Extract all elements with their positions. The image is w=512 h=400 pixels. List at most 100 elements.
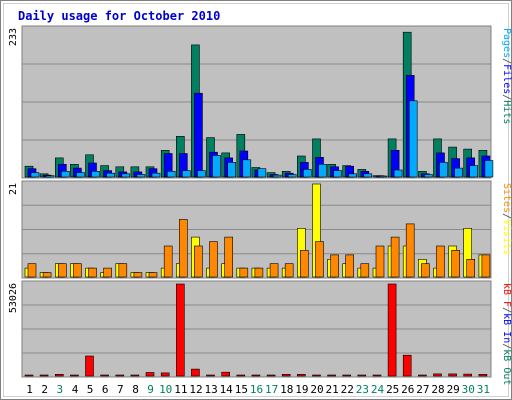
axis-title-part: / (501, 213, 512, 219)
bar-pages-day-7 (121, 173, 131, 178)
axis-title: Sites/Visits (501, 183, 512, 255)
axis-title-part: Visits (501, 219, 512, 255)
bar-kb-f-day-4 (70, 374, 79, 377)
bar-sites-day-26 (405, 223, 415, 278)
y-max-label: 53026 (8, 283, 19, 313)
bar-kb-f-day-14 (221, 371, 230, 377)
axis-title-part: kB F (501, 283, 512, 307)
inner-border (3, 3, 509, 397)
bar-sites-day-28 (436, 245, 445, 278)
bar-pages-day-30 (469, 165, 479, 178)
bar-sites-day-11 (179, 219, 188, 278)
bar-pages-day-28 (439, 162, 448, 178)
axis-title-part: / (501, 58, 512, 64)
bar-sites-day-7 (118, 263, 128, 278)
bar-pages-day-3 (60, 171, 70, 178)
bar-kb-f-day-13 (206, 374, 215, 377)
bar-sites-day-13 (209, 241, 218, 278)
bar-kb-f-day-5 (85, 355, 94, 377)
bar-kb-f-day-10 (160, 372, 170, 377)
day-label-22: 22 (341, 383, 354, 396)
day-label-26: 26 (401, 383, 414, 396)
day-label-28: 28 (431, 383, 444, 396)
day-label-12: 12 (189, 383, 202, 396)
day-label-21: 21 (325, 383, 338, 396)
bar-pages-day-1 (30, 172, 40, 178)
day-label-5: 5 (87, 383, 94, 396)
bar-kb-f-day-29 (448, 373, 457, 377)
day-label-3: 3 (56, 383, 63, 396)
day-label-10: 10 (159, 383, 172, 396)
bar-sites-day-29 (451, 250, 460, 278)
bar-pages-day-20 (318, 164, 327, 178)
bar-sites-day-22 (345, 254, 355, 278)
day-label-19: 19 (295, 383, 308, 396)
panel-2: 21 Sites/Visits (8, 180, 512, 279)
bar-sites-day-15 (239, 267, 249, 278)
day-label-18: 18 (280, 383, 293, 396)
day-label-1: 1 (26, 383, 33, 396)
bar-kb-f-day-6 (100, 374, 109, 377)
bar-kb-f-day-24 (372, 374, 382, 377)
bar-sites-day-12 (194, 245, 203, 278)
axis-title-part: Files (501, 64, 512, 94)
day-label-6: 6 (102, 383, 109, 396)
bar-sites-day-19 (299, 250, 309, 278)
bar-pages-day-10 (166, 171, 176, 178)
bar-sites-day-1 (27, 263, 37, 278)
bar-sites-day-16 (254, 267, 264, 278)
bar-sites-day-5 (88, 267, 97, 278)
bar-pages-day-22 (348, 173, 358, 178)
bar-kb-f-day-23 (357, 374, 367, 377)
bar-kb-f-day-12 (191, 368, 200, 377)
axis-title-part: / (501, 343, 512, 349)
axis-title-part: Pages (501, 28, 512, 58)
bar-pages-day-8 (136, 174, 146, 178)
bar-sites-day-6 (103, 267, 112, 278)
bar-pages-day-2 (45, 175, 55, 178)
bar-pages-day-26 (408, 100, 418, 178)
bar-sites-day-25 (390, 236, 400, 278)
bar-pages-day-18 (287, 174, 297, 178)
bar-kb-f-day-8 (130, 374, 140, 377)
bar-sites-day-24 (375, 245, 385, 278)
bar-pages-day-19 (302, 169, 312, 178)
day-label-20: 20 (310, 383, 323, 396)
bar-sites-day-31 (481, 254, 491, 278)
bar-pages-day-17 (272, 174, 282, 178)
day-label-2: 2 (41, 383, 48, 396)
day-label-17: 17 (265, 383, 278, 396)
day-label-4: 4 (72, 383, 79, 396)
axis-title-part: kB Out (501, 349, 512, 385)
bar-kb-f-day-2 (39, 374, 49, 377)
bar-sites-day-30 (466, 258, 476, 278)
bar-pages-day-15 (242, 159, 252, 178)
day-label-25: 25 (386, 383, 399, 396)
bar-pages-day-13 (212, 155, 221, 178)
bar-pages-day-23 (363, 173, 373, 178)
bar-sites-day-17 (269, 263, 279, 278)
day-label-27: 27 (416, 383, 429, 396)
bar-pages-day-21 (333, 170, 342, 178)
bar-kb-f-day-3 (54, 373, 64, 377)
bar-kb-f-day-28 (433, 373, 442, 377)
day-label-13: 13 (204, 383, 217, 396)
panel-1: 233 Pages/Files/Hits (8, 25, 512, 179)
bar-pages-day-14 (227, 162, 236, 178)
chart-title: Daily usage for October 2010 (18, 9, 220, 23)
bar-kb-f-day-9 (145, 372, 155, 377)
bar-kb-f-day-30 (463, 373, 473, 377)
bar-sites-day-4 (73, 263, 82, 278)
bar-pages-day-24 (378, 175, 388, 178)
day-label-11: 11 (174, 383, 187, 396)
axis-title-part: / (501, 94, 512, 100)
y-max-label: 21 (8, 183, 19, 195)
bar-pages-day-4 (76, 172, 85, 178)
bar-sites-day-23 (360, 263, 370, 278)
axis-title-part: Hits (501, 100, 512, 124)
bar-pages-day-25 (393, 169, 403, 178)
y-max-label: 233 (8, 28, 19, 46)
